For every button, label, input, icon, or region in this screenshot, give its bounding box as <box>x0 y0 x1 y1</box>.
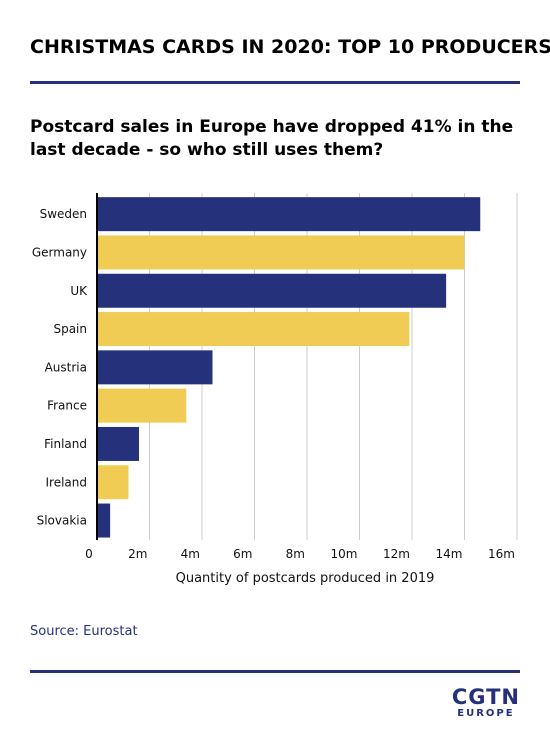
category-label: Germany <box>32 245 87 259</box>
category-label: Austria <box>45 360 87 374</box>
x-tick-label: 4m <box>181 547 200 561</box>
x-axis-label: Quantity of postcards produced in 2019 <box>176 571 435 586</box>
bar <box>97 465 129 500</box>
category-label: Finland <box>44 437 87 451</box>
category-labels: Sweden Germany UK Spain Austria France Finland… <box>32 207 88 527</box>
bar <box>97 312 410 347</box>
top-divider <box>30 81 520 84</box>
bar <box>97 426 139 461</box>
source-note: Source: Eurostat <box>30 624 138 639</box>
chart-subtitle: Postcard sales in Europe have dropped 41… <box>30 117 514 160</box>
bar <box>97 503 111 538</box>
cgtn-logo: CGTN EUROPE <box>452 686 520 719</box>
bar <box>97 235 465 270</box>
chart-title: CHRISTMAS CARDS IN 2020: TOP 10 PRODUCER… <box>30 36 550 58</box>
bar <box>97 197 481 232</box>
x-tick-label: 8m <box>286 547 305 561</box>
x-tick-label: 2m <box>128 547 147 561</box>
category-label: Ireland <box>45 475 87 489</box>
category-label: France <box>47 399 87 413</box>
bar <box>97 350 213 385</box>
bar-chart: Sweden Germany UK Spain Austria France Finland… <box>32 193 518 586</box>
logo-main-text: CGTN <box>451 685 520 709</box>
category-label: UK <box>70 284 88 298</box>
bottom-divider <box>30 670 520 673</box>
x-tick-labels: 0 2m 4m 6m 8m 10m 12m 14m 16m <box>85 547 515 561</box>
x-tick-label: 14m <box>436 547 463 561</box>
x-tick-label: 0 <box>85 547 93 561</box>
bars <box>97 197 481 538</box>
x-tick-label: 12m <box>383 547 410 561</box>
bar <box>97 388 187 423</box>
category-label: Slovakia <box>37 514 87 528</box>
category-label: Spain <box>53 322 87 336</box>
x-tick-label: 10m <box>331 547 358 561</box>
x-tick-label: 16m <box>488 547 515 561</box>
logo-sub-text: EUROPE <box>457 708 515 719</box>
x-tick-label: 6m <box>233 547 252 561</box>
bar <box>97 273 447 308</box>
category-label: Sweden <box>40 207 87 221</box>
